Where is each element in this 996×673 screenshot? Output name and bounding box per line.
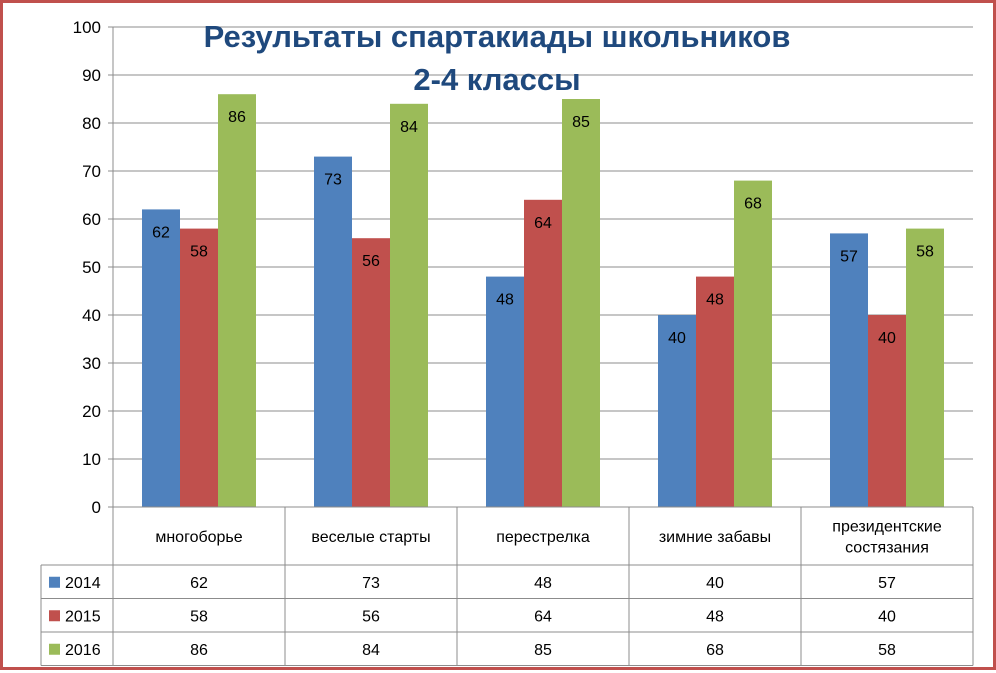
- legend-label: 2016: [65, 642, 101, 659]
- table-value: 48: [706, 608, 724, 625]
- y-tick-label: 40: [82, 306, 101, 325]
- data-label: 40: [878, 330, 896, 347]
- table-value: 86: [190, 642, 208, 659]
- bar: [524, 199, 562, 508]
- bar: [390, 103, 428, 508]
- data-label: 84: [400, 119, 418, 136]
- data-label: 68: [744, 196, 762, 213]
- bar: [658, 315, 696, 507]
- bar: [142, 209, 180, 507]
- data-label: 58: [916, 244, 934, 261]
- data-label: 62: [152, 224, 170, 241]
- table-value: 58: [878, 642, 896, 659]
- bar: [868, 315, 906, 507]
- table-value: 56: [362, 608, 380, 625]
- table-value: 85: [534, 642, 552, 659]
- y-tick-label: 20: [82, 402, 101, 421]
- data-label: 57: [840, 248, 858, 265]
- table-value: 68: [706, 642, 724, 659]
- category-label: многоборье: [155, 529, 242, 546]
- bar: [486, 276, 524, 507]
- table-value: 57: [878, 575, 896, 592]
- bar: [906, 228, 944, 507]
- data-label: 48: [706, 292, 724, 309]
- table-value: 40: [878, 608, 896, 625]
- bar-chart: 0 10 20 30 40 50 60 70 80 90 100 62 73 48 40 57 58 56 64 48…: [40, 18, 974, 666]
- y-tick-label: 70: [82, 162, 101, 181]
- y-tick-label: 80: [82, 114, 101, 133]
- bar: [830, 233, 868, 507]
- y-tick-label: 10: [82, 450, 101, 469]
- y-tick-label: 0: [92, 498, 101, 517]
- table-value: 48: [534, 575, 552, 592]
- bar: [218, 94, 256, 507]
- table-value: 58: [190, 608, 208, 625]
- data-label: 64: [534, 215, 552, 232]
- data-label: 48: [496, 292, 514, 309]
- data-label: 85: [572, 114, 590, 131]
- y-tick-label: 50: [82, 258, 101, 277]
- table-value: 64: [534, 608, 552, 625]
- data-label: 58: [190, 244, 208, 261]
- legend-key: [49, 576, 60, 588]
- bar: [734, 180, 772, 507]
- bar: [352, 238, 390, 507]
- y-tick-label: 30: [82, 354, 101, 373]
- category-label: состязания: [845, 540, 929, 557]
- data-label: 40: [668, 330, 686, 347]
- category-label: веселые старты: [311, 529, 430, 546]
- category-label: перестрелка: [496, 529, 590, 546]
- y-tick-label: 90: [82, 66, 101, 85]
- bar: [314, 156, 352, 507]
- data-label: 86: [228, 109, 246, 126]
- table-value: 84: [362, 642, 380, 659]
- category-label: президентские: [832, 519, 942, 536]
- y-tick-label: 60: [82, 210, 101, 229]
- legend-key: [49, 610, 60, 622]
- legend-key: [49, 643, 60, 655]
- table-value: 73: [362, 575, 380, 592]
- chart-title: Результаты спартакиады школьников: [204, 19, 791, 54]
- category-label: зимние забавы: [659, 529, 771, 546]
- y-tick-label: 100: [73, 18, 101, 37]
- table-value: 62: [190, 575, 208, 592]
- table-value: 40: [706, 575, 724, 592]
- bar: [696, 276, 734, 507]
- data-label: 73: [324, 172, 342, 189]
- legend-label: 2014: [65, 575, 101, 592]
- chart-subtitle: 2-4 классы: [413, 62, 580, 97]
- bar: [562, 99, 600, 507]
- data-label: 56: [362, 253, 380, 270]
- bar: [180, 228, 218, 507]
- legend-label: 2015: [65, 608, 101, 625]
